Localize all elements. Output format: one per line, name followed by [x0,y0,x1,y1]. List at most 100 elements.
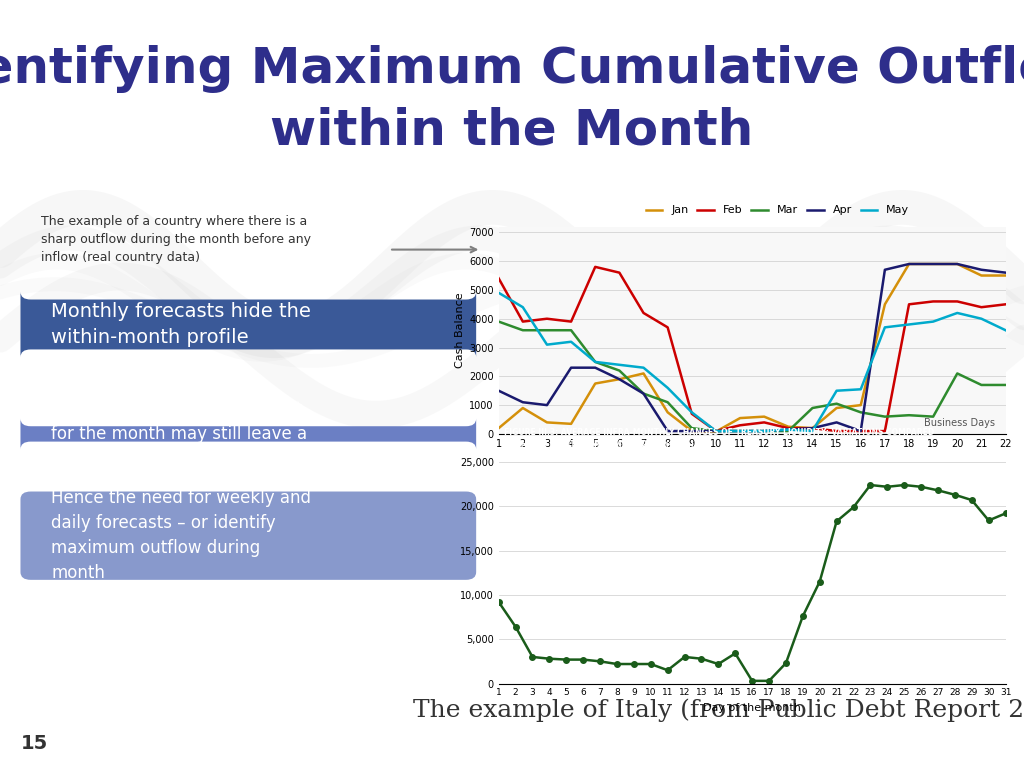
Text: Monthly forecasts hide the
within-month profile: Monthly forecasts hide the within-month … [51,302,311,347]
Line: May: May [499,293,1006,431]
Jan [517,403,529,412]
Jan [637,369,649,378]
Apr [927,260,939,269]
May [565,337,578,346]
Line: Mar: Mar [499,322,1006,431]
Mar [734,426,746,435]
Jan [589,379,601,388]
Line: Feb: Feb [499,267,1006,431]
Mar [517,326,529,335]
Feb [999,300,1012,309]
Mar [686,424,698,433]
FancyBboxPatch shape [20,292,476,357]
Apr [879,265,891,274]
Jan [830,403,843,412]
Apr [613,375,626,384]
Jan [999,271,1012,280]
Jan [565,419,578,429]
May [903,319,915,329]
May [541,340,553,349]
Feb [806,424,818,433]
Mar [662,398,674,407]
Line: Jan: Jan [499,264,1006,432]
Apr [541,401,553,410]
Feb [782,424,795,433]
May [879,323,891,332]
Apr [734,426,746,435]
May [927,317,939,326]
May [589,357,601,366]
Text: Business Days: Business Days [925,418,995,428]
May [517,303,529,312]
Text: Hence the need for weekly and
daily forecasts – or identify
maximum outflow duri: Hence the need for weekly and daily fore… [51,489,311,582]
Mar [903,411,915,420]
Apr [758,426,770,435]
Mar [565,326,578,335]
Feb [662,323,674,332]
Feb [975,303,987,312]
Jan [927,260,939,269]
Feb [493,274,505,283]
Apr [637,389,649,399]
May [999,326,1012,335]
Mar [830,399,843,409]
Text: The example of a country where there is a
sharp outflow during the month before : The example of a country where there is … [41,215,311,264]
Feb [734,421,746,430]
Apr [975,265,987,274]
Text: The example of Italy (from Public Debt Report 2014): The example of Italy (from Public Debt R… [414,699,1024,722]
May [662,383,674,392]
FancyBboxPatch shape [20,419,476,449]
Text: 15: 15 [20,733,48,753]
Feb [637,308,649,318]
May [951,308,964,318]
FancyBboxPatch shape [20,492,476,580]
Text: Meeting the cash requirement
for the month may still leave a
cash shortage in so: Meeting the cash requirement for the mon… [51,400,307,468]
Apr [951,260,964,269]
Jan [613,375,626,384]
Apr [855,426,867,435]
Jan [686,426,698,435]
May [855,385,867,394]
Mar [782,426,795,435]
Mar [951,369,964,378]
Jan [975,271,987,280]
Feb [951,296,964,306]
Jan [879,300,891,309]
Legend: Jan, Feb, Mar, Apr, May: Jan, Feb, Mar, Apr, May [641,201,913,220]
Apr [903,260,915,269]
Y-axis label: Cash Balance: Cash Balance [455,293,465,368]
Mar [999,380,1012,389]
Jan [855,401,867,410]
May [637,363,649,372]
Jan [782,422,795,432]
May [710,426,722,435]
Feb [686,409,698,419]
Apr [662,426,674,435]
Apr [517,398,529,407]
May [613,360,626,369]
Apr [589,363,601,372]
May [975,314,987,323]
Feb [541,314,553,323]
Apr [686,426,698,435]
Mar [710,426,722,435]
Feb [830,426,843,435]
May [830,386,843,396]
Apr [493,386,505,396]
Feb [589,263,601,272]
Mar [637,389,649,399]
Jan [662,408,674,417]
Mar [879,412,891,421]
May [734,426,746,435]
Text: within the Month: within the Month [270,107,754,154]
Mar [541,326,553,335]
Feb [927,296,939,306]
May [782,425,795,434]
Apr [806,424,818,433]
Jan [710,427,722,436]
Jan [734,413,746,422]
Mar [613,366,626,376]
Jan [541,418,553,427]
Mar [758,426,770,435]
Text: FIGURE III.3: AVERAGE INFRA-MONTHLY CHANGES OF TREASURY LIQUIDITY: VARIATIONS CO: FIGURE III.3: AVERAGE INFRA-MONTHLY CHAN… [504,429,934,449]
